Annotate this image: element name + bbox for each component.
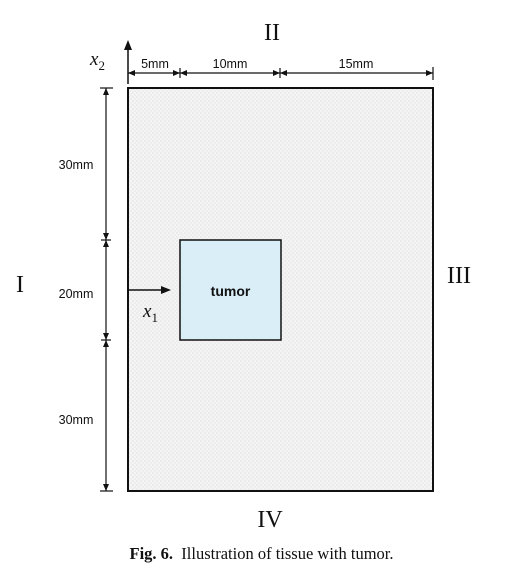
top-dimension-arrowheads xyxy=(128,70,433,76)
x1-axis-label: x1 xyxy=(142,301,158,325)
left-dimension-30mm-top: 30mm xyxy=(59,158,94,172)
x2-axis-symbol: x xyxy=(89,49,99,70)
top-dimension-10mm: 10mm xyxy=(213,57,248,71)
figure-caption: Fig. 6. Illustration of tissue with tumo… xyxy=(0,544,523,564)
boundary-label-bottom: IV xyxy=(257,507,283,533)
boundary-label-left: I xyxy=(16,272,24,298)
top-dimension-5mm: 5mm xyxy=(141,57,169,71)
x2-axis-arrow xyxy=(124,40,132,84)
left-dimension-line xyxy=(100,87,113,492)
x1-axis-symbol: x xyxy=(142,301,152,322)
caption-text: Illustration of tissue with tumor. xyxy=(181,544,394,563)
left-dimension-30mm-bottom: 30mm xyxy=(59,413,94,427)
left-dimension-arrowheads xyxy=(103,88,109,491)
tumor-region xyxy=(179,239,282,341)
left-dimension-20mm: 20mm xyxy=(59,287,94,301)
x2-axis-subscript: 2 xyxy=(98,58,105,73)
x2-axis-label: x2 xyxy=(89,49,105,73)
top-dimension-15mm: 15mm xyxy=(339,57,374,71)
x1-axis-subscript: 1 xyxy=(151,310,158,325)
boundary-label-right: III xyxy=(447,263,471,289)
x1-axis-arrow xyxy=(128,286,171,294)
caption-figure-number: Fig. 6. xyxy=(129,544,174,563)
boundary-label-top: II xyxy=(264,20,280,46)
tumor-label: tumor xyxy=(211,283,251,299)
